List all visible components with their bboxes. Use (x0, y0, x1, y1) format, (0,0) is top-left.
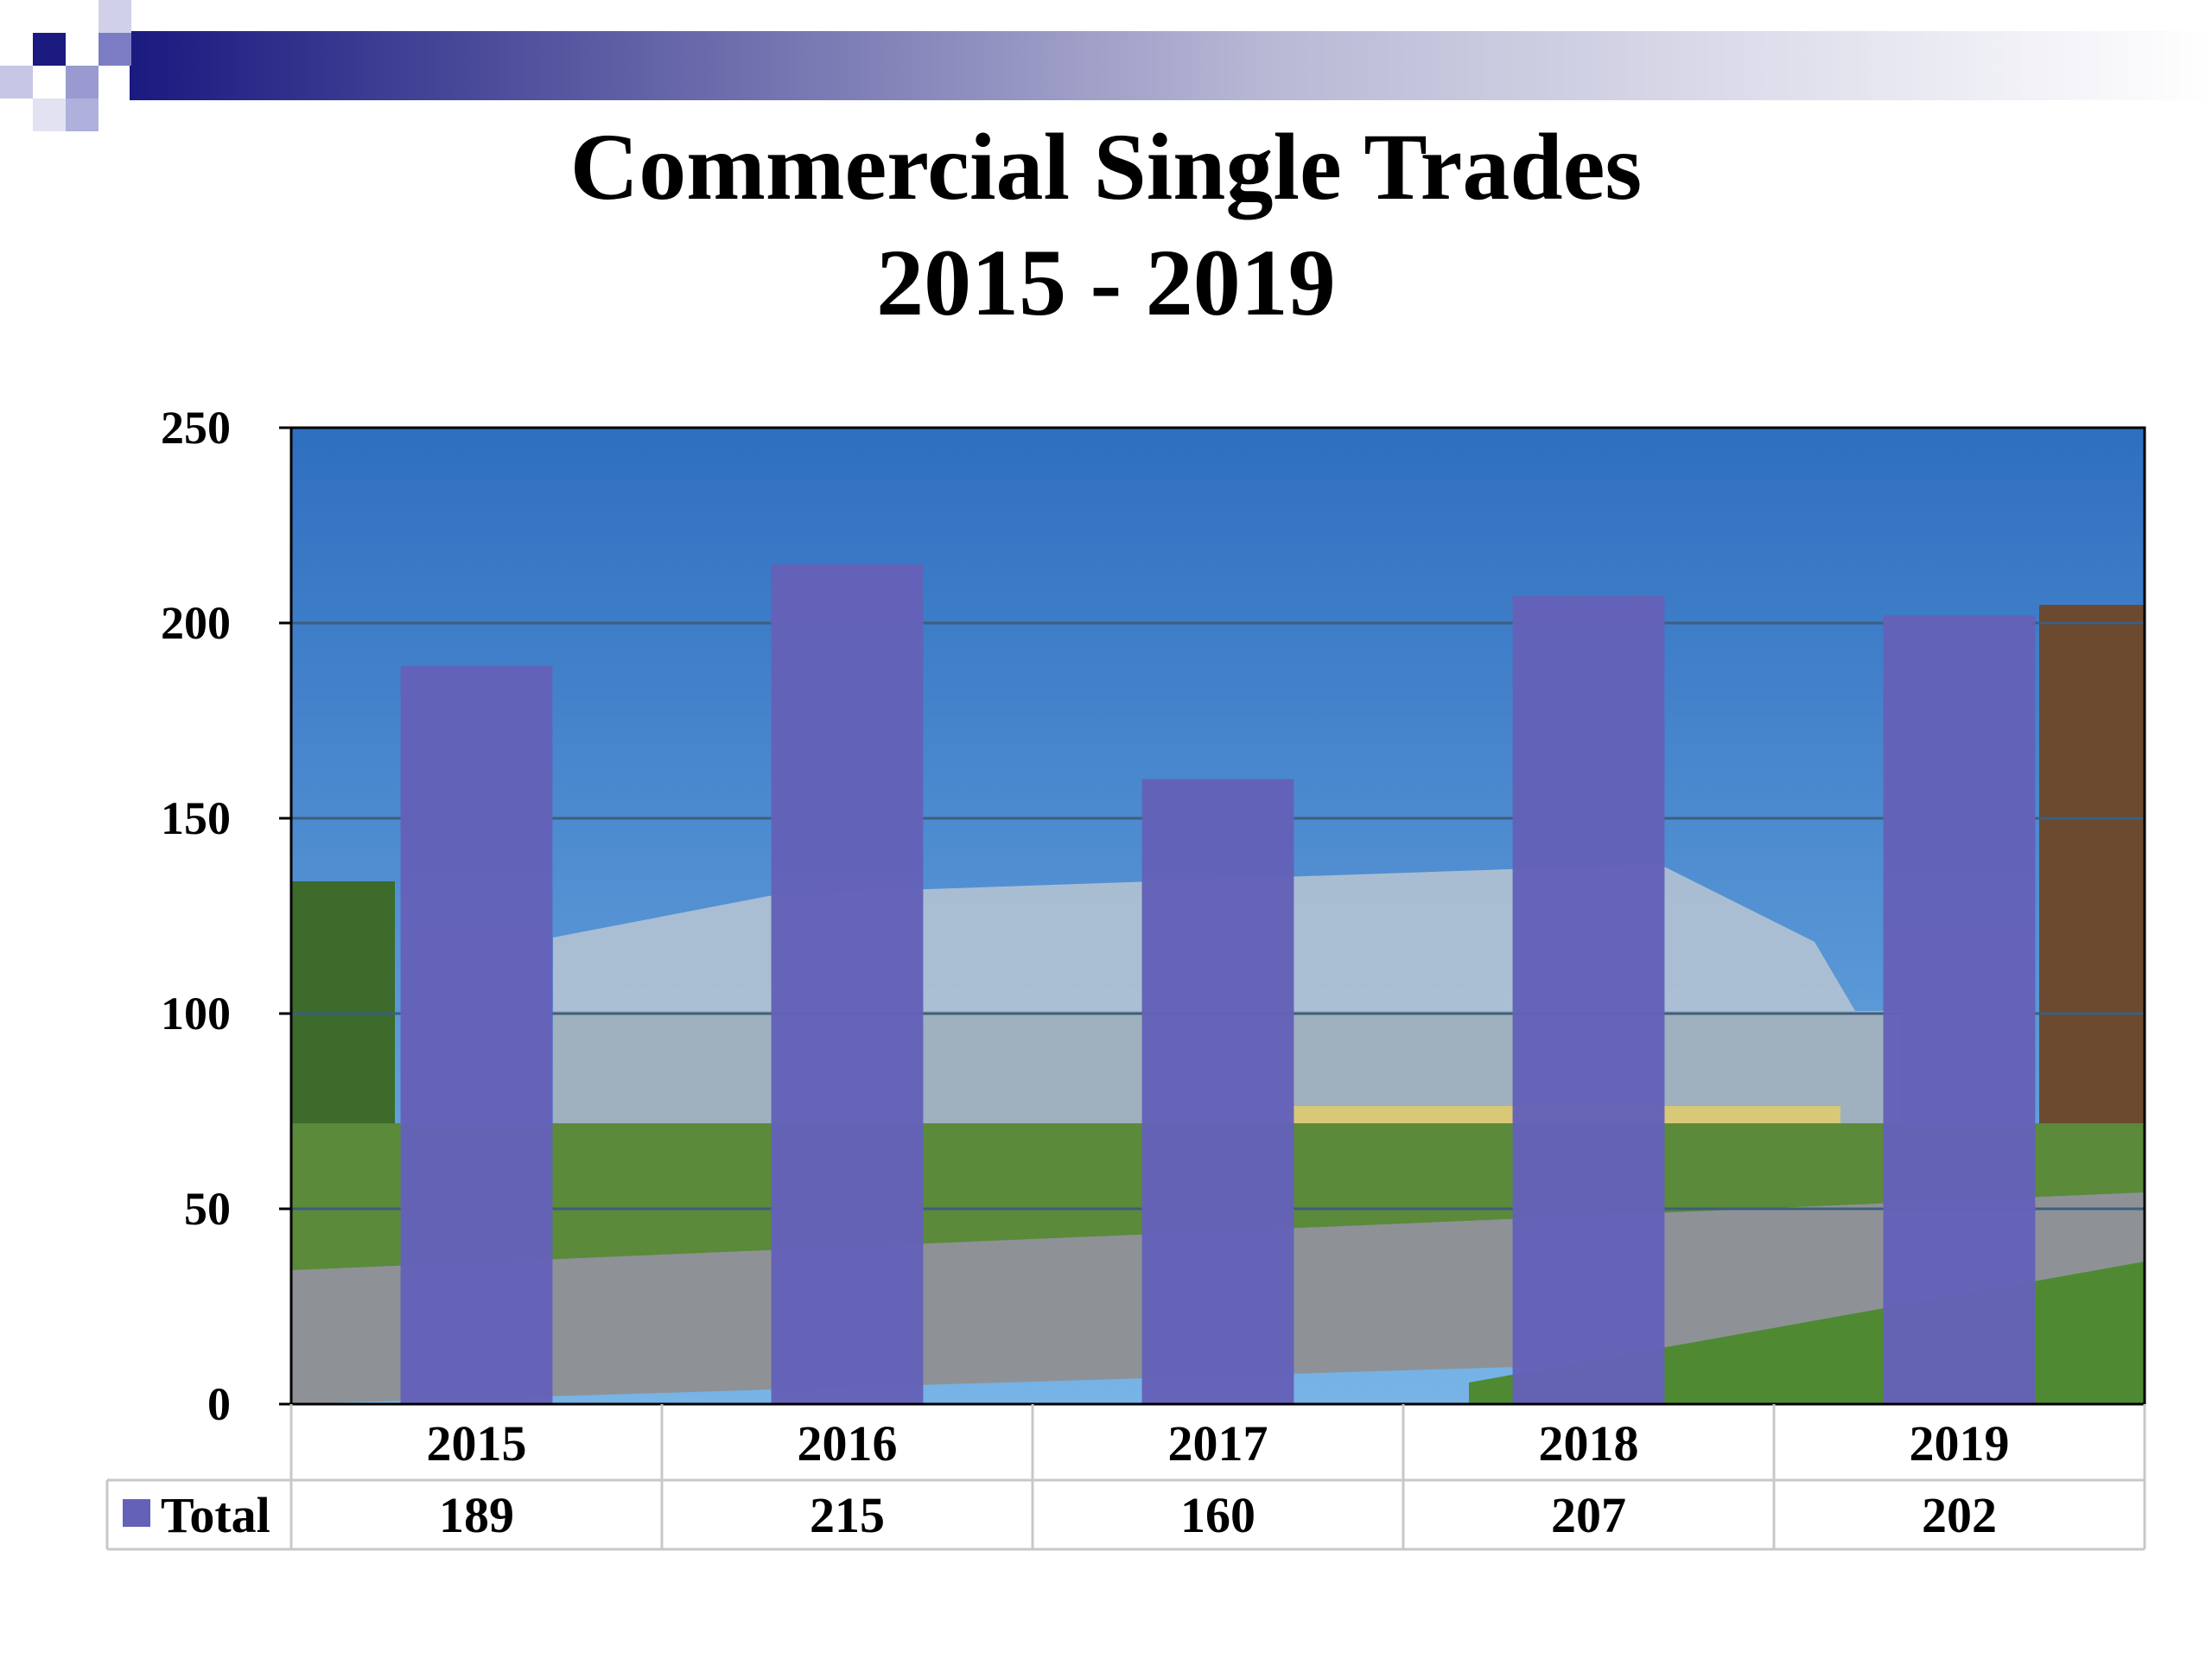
y-tick-label: 50 (184, 1183, 231, 1235)
data-table: 2015 189 2016 215 2017 160 2018 207 2019 202 Total (105, 1404, 2146, 1551)
y-tick-label: 150 (161, 792, 231, 844)
bars (400, 564, 2036, 1404)
data-label: 189 (439, 1487, 514, 1543)
y-axis: 0 50 100 150 200 250 (161, 402, 291, 1430)
chart-title: Commercial Single Trades (569, 114, 1643, 219)
header-decoration (0, 0, 2212, 131)
bar-2019 (1883, 614, 2036, 1404)
bar-2018 (1512, 595, 1665, 1404)
x-tick-label: 2016 (798, 1415, 898, 1471)
decor-square (33, 99, 66, 131)
y-tick-label: 250 (161, 402, 231, 454)
data-label: 207 (1551, 1487, 1626, 1543)
legend-swatch (123, 1499, 150, 1527)
bar-2015 (400, 665, 553, 1404)
y-tick-label: 0 (207, 1378, 231, 1430)
y-tick-label: 100 (161, 988, 231, 1039)
data-label: 215 (810, 1487, 885, 1543)
treeline-right (2039, 605, 2145, 1123)
y-tick-label: 200 (161, 597, 231, 649)
x-tick-label: 2015 (427, 1415, 527, 1471)
bar-2016 (771, 564, 924, 1404)
decor-square (99, 0, 131, 33)
decor-square (0, 0, 33, 33)
chart-subtitle: 2015 - 2019 (876, 230, 1336, 335)
data-label: 160 (1180, 1487, 1255, 1543)
x-tick-label: 2019 (1910, 1415, 2010, 1471)
treeline-left (291, 881, 395, 1141)
decor-square (0, 66, 33, 99)
plot-border (289, 426, 2146, 1406)
header-gradient-bar (130, 31, 2212, 100)
decor-square (33, 33, 66, 66)
x-tick-label: 2018 (1539, 1415, 1639, 1471)
decor-square (99, 33, 131, 66)
decor-square (66, 66, 99, 99)
legend-label: Total (161, 1487, 270, 1543)
bar-2017 (1141, 779, 1294, 1404)
x-tick-label: 2017 (1168, 1415, 1268, 1471)
decor-square (66, 99, 99, 131)
data-label: 202 (1922, 1487, 1997, 1543)
